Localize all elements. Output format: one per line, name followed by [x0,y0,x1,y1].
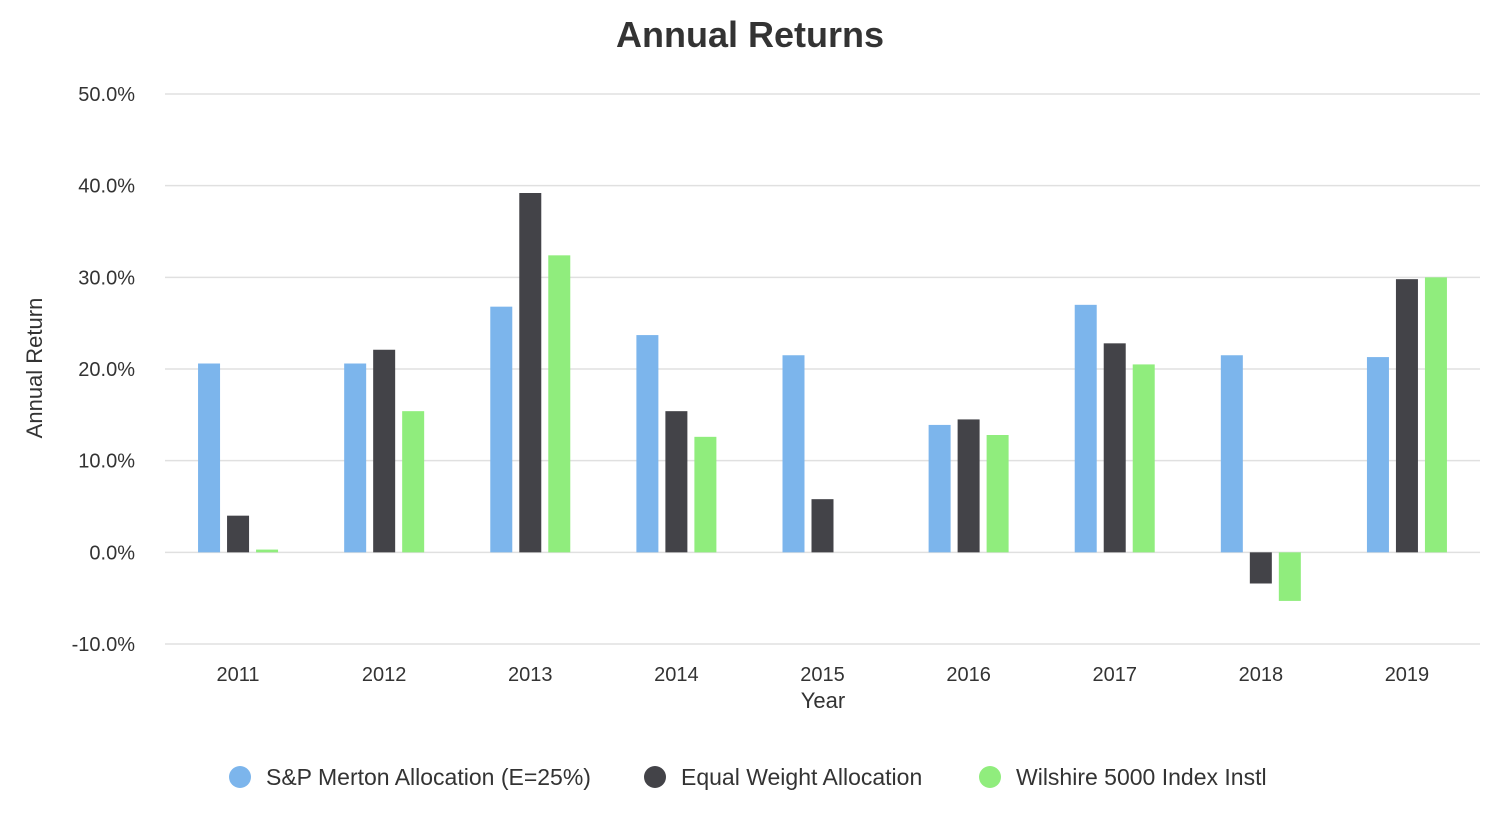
bar-2013-series-2 [519,193,542,553]
x-tick-label: 2016 [946,664,991,686]
x-tick-label: 2017 [1092,664,1137,686]
bar-2016-series-1 [928,424,951,553]
x-tick-label: 2018 [1239,664,1284,686]
bar-2013-series-3 [548,255,571,553]
bar-2014-series-1 [636,335,659,553]
y-tick-label: -10.0% [72,634,136,656]
y-tick-label: 20.0% [78,359,135,381]
y-tick-label: 40.0% [78,176,135,198]
bar-2014-series-3 [694,436,717,553]
x-axis-ticks: 2011 2012 2013 2014 2015 2016 2017 2018 2019 [217,664,1430,686]
bar-2011-series-3 [256,549,279,553]
bar-2016-series-2 [957,419,980,553]
y-tick-label: 0.0% [89,542,135,564]
legend-item[interactable]: Wilshire 5000 Index Instl [979,764,1267,790]
legend-label: Equal Weight Allocation [681,764,922,790]
y-tick-label: 30.0% [78,267,135,289]
y-tick-label: 10.0% [78,451,135,473]
legend-label: S&P Merton Allocation (E=25%) [266,764,591,790]
bar-2012-series-1 [344,363,367,553]
chart-title: Annual Returns [616,14,884,55]
bar-2018-series-3 [1278,552,1301,601]
y-axis-ticks: -10.0% 0.0% 10.0% 20.0% 30.0% 40.0% 50.0% [72,84,136,656]
x-tick-label: 2013 [508,664,553,686]
bar-2019-series-1 [1366,357,1389,553]
x-tick-label: 2011 [217,664,260,686]
legend-marker-icon [229,766,251,788]
legend: S&P Merton Allocation (E=25%) Equal Weigh… [229,764,1267,790]
bar-2017-series-2 [1103,343,1126,553]
legend-item[interactable]: Equal Weight Allocation [644,764,922,790]
x-tick-label: 2015 [800,664,845,686]
bar-2016-series-3 [986,435,1009,553]
bar-2013-series-1 [490,306,513,553]
bar-2019-series-2 [1395,279,1418,553]
legend-label: Wilshire 5000 Index Instl [1016,764,1267,790]
bar-2015-series-2 [811,499,834,553]
x-axis-label: Year [801,688,845,713]
bar-2011-series-2 [227,515,250,553]
bars [198,193,1447,601]
x-tick-label: 2019 [1385,664,1430,686]
bar-2019-series-3 [1424,277,1447,553]
bar-2017-series-1 [1074,304,1097,553]
y-axis-label: Annual Return [22,298,47,439]
y-tick-label: 50.0% [78,84,135,106]
legend-marker-icon [644,766,666,788]
bar-2012-series-2 [373,349,396,553]
legend-item[interactable]: S&P Merton Allocation (E=25%) [229,764,591,790]
x-tick-label: 2012 [362,664,407,686]
x-tick-label: 2014 [654,664,699,686]
bar-2018-series-2 [1249,552,1272,584]
bar-2015-series-1 [782,355,805,553]
bar-2017-series-3 [1132,364,1155,553]
bar-2018-series-1 [1220,355,1243,553]
bar-2011-series-1 [198,363,221,553]
legend-marker-icon [979,766,1001,788]
bar-2014-series-2 [665,411,688,553]
bar-2012-series-3 [402,411,425,553]
